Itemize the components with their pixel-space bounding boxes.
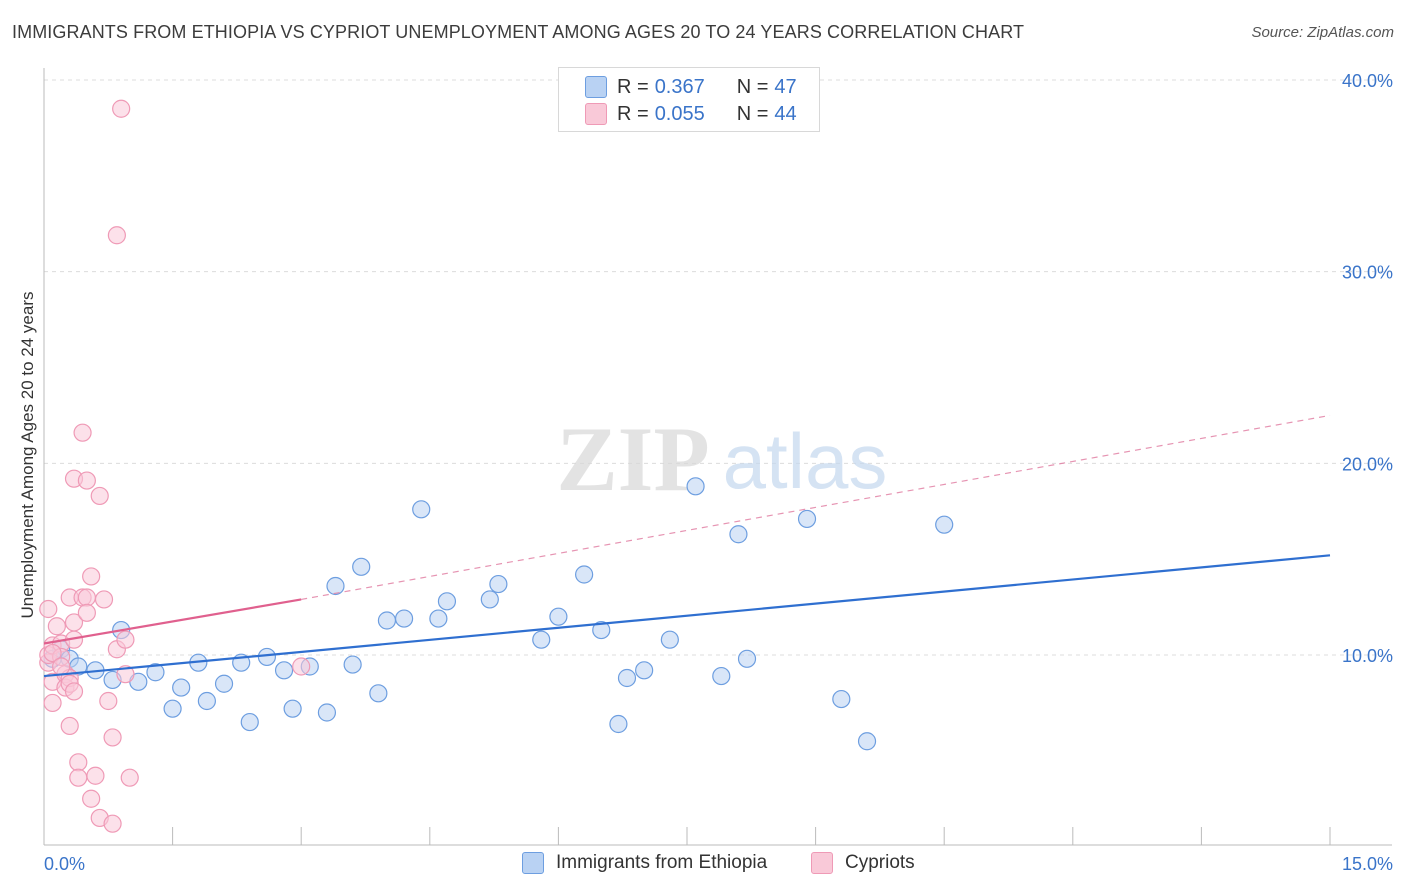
legend-n-label: N = — [736, 102, 769, 125]
x-tick-label: 15.0% — [1342, 854, 1393, 874]
ethiopia-point — [592, 620, 611, 640]
ethiopia-point — [214, 674, 234, 693]
ethiopia-point — [326, 576, 345, 596]
cypriot-point — [107, 226, 126, 245]
ethiopia-point — [635, 661, 654, 680]
y-tick-label: 40.0% — [1342, 71, 1393, 91]
ethiopia-point — [935, 515, 954, 534]
series-swatch-cypriots — [811, 852, 833, 874]
trendline-ethiopia — [43, 554, 1331, 678]
legend-swatch-ethiopia — [585, 76, 607, 98]
ethiopia-point — [437, 592, 457, 611]
ethiopia-point — [489, 574, 508, 594]
legend-swatch-cypriots — [585, 103, 607, 125]
cypriot-point — [94, 590, 114, 609]
trendline-cypriots-extension — [301, 414, 1331, 601]
legend-n-value: 44 — [774, 102, 797, 125]
chart-title: IMMIGRANTS FROM ETHIOPIA VS CYPRIOT UNEM… — [12, 22, 1025, 42]
cypriot-point — [120, 768, 139, 787]
ethiopia-point — [686, 477, 705, 496]
ethiopia-point — [283, 699, 302, 718]
ethiopia-point — [377, 611, 397, 630]
cypriot-point — [292, 657, 311, 676]
series-swatch-ethiopia — [522, 852, 544, 874]
ethiopia-point — [394, 609, 414, 628]
ethiopia-point — [163, 699, 182, 718]
legend-r-value: 0.055 — [654, 102, 705, 125]
ethiopia-point — [240, 712, 259, 732]
legend-r-label: R = — [617, 102, 649, 125]
cypriot-point — [43, 693, 62, 713]
cypriot-point — [112, 99, 131, 118]
ethiopia-point — [797, 509, 817, 529]
cypriot-point — [77, 471, 96, 490]
y-tick-label: 20.0% — [1342, 454, 1393, 474]
ethiopia-point — [172, 678, 191, 697]
cypriot-point — [69, 768, 88, 787]
cypriot-point — [64, 682, 84, 701]
ethiopia-point — [712, 666, 731, 686]
ethiopia-point — [412, 500, 431, 519]
cypriot-point — [73, 423, 92, 442]
legend-n-label: N = — [736, 75, 769, 98]
ethiopia-point — [832, 689, 851, 709]
series-ethiopia-points — [43, 477, 954, 751]
ethiopia-point — [857, 732, 877, 751]
ethiopia-point — [729, 525, 748, 544]
y-tick-label: 30.0% — [1342, 263, 1393, 283]
series-name-ethiopia: Immigrants from Ethiopia — [556, 852, 768, 873]
legend-row-ethiopia: R = 0.367 N = 47 — [585, 74, 797, 100]
cypriot-point — [90, 486, 109, 506]
series-legend-cypriots: Cypriots — [811, 852, 915, 874]
series-legend: Immigrants from Ethiopia Cypriots — [0, 852, 1406, 878]
cypriot-point — [52, 657, 71, 676]
ethiopia-point — [737, 649, 757, 668]
trendline-cypriots — [43, 598, 302, 645]
legend-row-cypriots: R = 0.055 N = 44 — [585, 101, 797, 127]
cypriot-point — [60, 716, 79, 736]
ethiopia-point — [575, 565, 594, 584]
legend-n-value: 47 — [774, 75, 797, 98]
ethiopia-point — [343, 655, 362, 674]
cypriot-point — [77, 603, 96, 622]
ethiopia-point — [352, 557, 371, 576]
ethiopia-point — [197, 691, 216, 711]
cypriot-point — [47, 617, 66, 636]
series-legend-ethiopia: Immigrants from Ethiopia — [522, 852, 767, 874]
ethiopia-point — [609, 714, 628, 734]
cypriot-point — [69, 753, 88, 772]
y-tick-label: 10.0% — [1342, 646, 1393, 666]
ethiopia-point — [617, 668, 637, 688]
cypriot-point — [99, 691, 118, 711]
series-name-cypriots: Cypriots — [845, 852, 915, 873]
ethiopia-point — [429, 609, 448, 628]
cypriot-point — [39, 599, 58, 619]
cypriot-point — [86, 766, 105, 785]
stats-legend: R = 0.367 N = 47 R = 0.055 N = 44 — [558, 67, 820, 132]
cypriot-point — [82, 789, 101, 808]
chart-source: Source: ZipAtlas.com — [1251, 24, 1394, 41]
cypriot-point — [103, 814, 122, 833]
legend-r-value: 0.367 — [654, 75, 705, 98]
series-cypriots-points — [39, 99, 311, 833]
cypriot-point — [82, 567, 101, 586]
cypriot-point — [77, 588, 96, 607]
cypriot-point — [116, 630, 135, 649]
cypriot-point — [43, 643, 62, 663]
watermark-atlas: atlas — [723, 417, 888, 505]
ethiopia-point — [480, 590, 499, 609]
watermark-zip: ZIP — [556, 408, 709, 510]
ethiopia-point — [317, 703, 337, 722]
ethiopia-point — [369, 684, 388, 703]
cypriot-point — [103, 728, 122, 747]
x-tick-label: 0.0% — [44, 854, 85, 874]
legend-r-label: R = — [617, 75, 649, 98]
ethiopia-point — [660, 630, 679, 649]
ethiopia-point — [532, 630, 551, 649]
ethiopia-point — [257, 647, 277, 667]
ethiopia-point — [274, 661, 294, 680]
ethiopia-point — [549, 607, 568, 626]
ethiopia-point — [146, 663, 165, 682]
